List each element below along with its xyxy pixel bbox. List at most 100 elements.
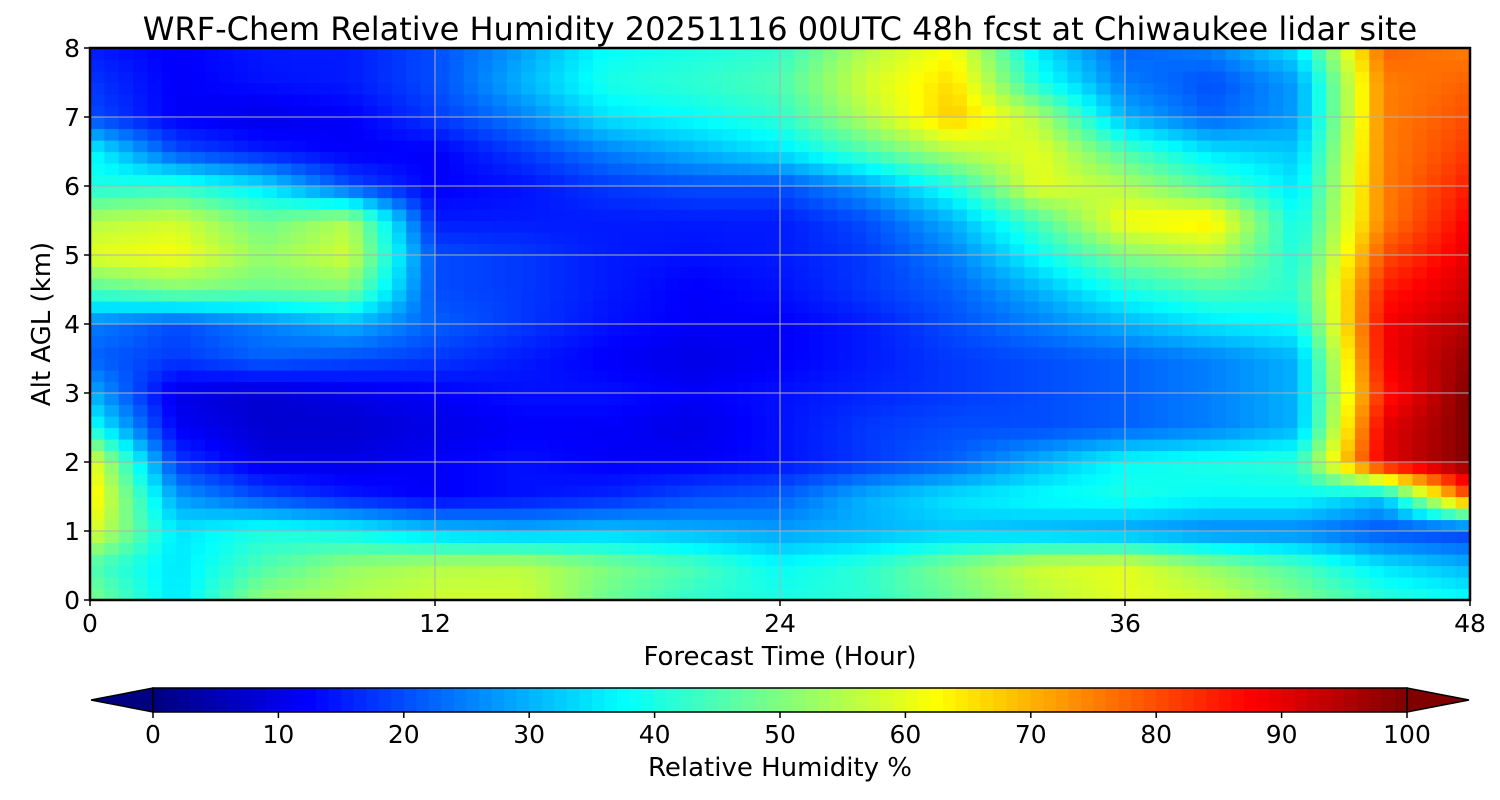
- heatmap-cell: [938, 312, 954, 325]
- heatmap-cell: [449, 151, 465, 164]
- heatmap-cell: [291, 370, 307, 383]
- heatmap-cell: [1340, 496, 1356, 509]
- heatmap-cell: [118, 220, 134, 233]
- heatmap-cell: [1153, 335, 1169, 348]
- heatmap-cell: [248, 531, 264, 544]
- heatmap-cell: [1297, 439, 1313, 452]
- heatmap-cell: [1340, 565, 1356, 578]
- heatmap-cell: [693, 565, 709, 578]
- heatmap-cell: [1283, 209, 1299, 222]
- heatmap-cell: [133, 48, 149, 61]
- heatmap-cell: [593, 82, 609, 95]
- heatmap-cell: [1096, 542, 1112, 555]
- heatmap-cell: [607, 128, 623, 141]
- heatmap-cell: [133, 577, 149, 590]
- heatmap-cell: [650, 128, 666, 141]
- heatmap-cell: [104, 381, 120, 394]
- heatmap-cell: [1268, 485, 1284, 498]
- heatmap-cell: [506, 117, 522, 130]
- heatmap-cell: [406, 462, 422, 475]
- heatmap-cell: [506, 105, 522, 118]
- heatmap-cell: [276, 220, 292, 233]
- heatmap-cell: [104, 473, 120, 486]
- heatmap-cell: [1168, 427, 1184, 440]
- heatmap-cell: [607, 496, 623, 509]
- heatmap-cell: [1426, 554, 1442, 567]
- heatmap-cell: [621, 565, 637, 578]
- heatmap-cell: [808, 117, 824, 130]
- heatmap-cell: [190, 347, 206, 360]
- heatmap-cell: [650, 186, 666, 199]
- heatmap-cell: [535, 278, 551, 291]
- heatmap-cell: [1426, 324, 1442, 337]
- heatmap-cell: [478, 197, 494, 210]
- heatmap-cell: [823, 393, 839, 406]
- heatmap-cell: [1412, 117, 1428, 130]
- heatmap-cell: [219, 381, 235, 394]
- heatmap-cell: [320, 347, 335, 360]
- heatmap-cell: [593, 531, 609, 544]
- heatmap-cell: [909, 197, 925, 210]
- heatmap-cell: [1081, 140, 1097, 153]
- heatmap-cell: [90, 232, 105, 245]
- heatmap-cell: [693, 94, 709, 107]
- heatmap-cell: [463, 427, 479, 440]
- heatmap-cell: [1369, 174, 1385, 187]
- x-tick-label: 36: [1109, 609, 1141, 638]
- heatmap-cell: [161, 174, 177, 187]
- heatmap-cell: [463, 496, 479, 509]
- heatmap-cell: [1254, 289, 1270, 302]
- heatmap-cell: [305, 531, 321, 544]
- heatmap-cell: [262, 301, 278, 314]
- heatmap-cell: [981, 496, 997, 509]
- heatmap-cell: [348, 163, 364, 176]
- heatmap-cell: [909, 151, 925, 164]
- heatmap-cell: [693, 427, 709, 440]
- heatmap-cell: [995, 496, 1011, 509]
- heatmap-cell: [837, 197, 853, 210]
- heatmap-cell: [1125, 151, 1140, 164]
- heatmap-cell: [1096, 117, 1112, 130]
- heatmap-cell: [1024, 508, 1040, 521]
- heatmap-cell: [133, 163, 149, 176]
- heatmap-cell: [291, 266, 307, 279]
- heatmap-cell: [564, 347, 580, 360]
- heatmap-cell: [794, 427, 810, 440]
- heatmap-cell: [1326, 473, 1342, 486]
- colorbar-tick-label: 60: [889, 720, 921, 749]
- heatmap-cell: [1067, 128, 1083, 141]
- heatmap-cell: [1283, 255, 1299, 268]
- colorbar-segment: [917, 688, 932, 712]
- heatmap-cell: [233, 197, 249, 210]
- heatmap-cell: [521, 128, 537, 141]
- heatmap-cell: [808, 439, 824, 452]
- heatmap-cell: [722, 508, 738, 521]
- heatmap-cell: [722, 255, 738, 268]
- heatmap-cell: [1139, 462, 1155, 475]
- heatmap-cell: [1283, 324, 1299, 337]
- heatmap-cell: [578, 186, 594, 199]
- heatmap-cell: [334, 59, 350, 72]
- heatmap-cell: [1024, 94, 1040, 107]
- heatmap-cell: [780, 358, 795, 371]
- heatmap-cell: [1398, 370, 1414, 383]
- heatmap-cell: [765, 186, 781, 199]
- heatmap-cell: [262, 209, 278, 222]
- heatmap-cell: [320, 117, 335, 130]
- heatmap-cell: [1153, 450, 1169, 463]
- heatmap-cell: [104, 404, 120, 417]
- heatmap-cell: [1369, 565, 1385, 578]
- heatmap-cell: [1024, 232, 1040, 245]
- heatmap-cell: [593, 197, 609, 210]
- heatmap-cell: [1010, 71, 1025, 84]
- heatmap-cell: [1441, 473, 1457, 486]
- heatmap-cell: [866, 232, 882, 245]
- heatmap-cell: [1168, 243, 1184, 256]
- heatmap-cell: [1196, 450, 1212, 463]
- heatmap-cell: [1383, 508, 1399, 521]
- heatmap-cell: [161, 186, 177, 199]
- heatmap-cell: [923, 105, 939, 118]
- heatmap-cell: [1010, 151, 1025, 164]
- colorbar-segment: [516, 688, 530, 712]
- heatmap-cell: [435, 209, 450, 222]
